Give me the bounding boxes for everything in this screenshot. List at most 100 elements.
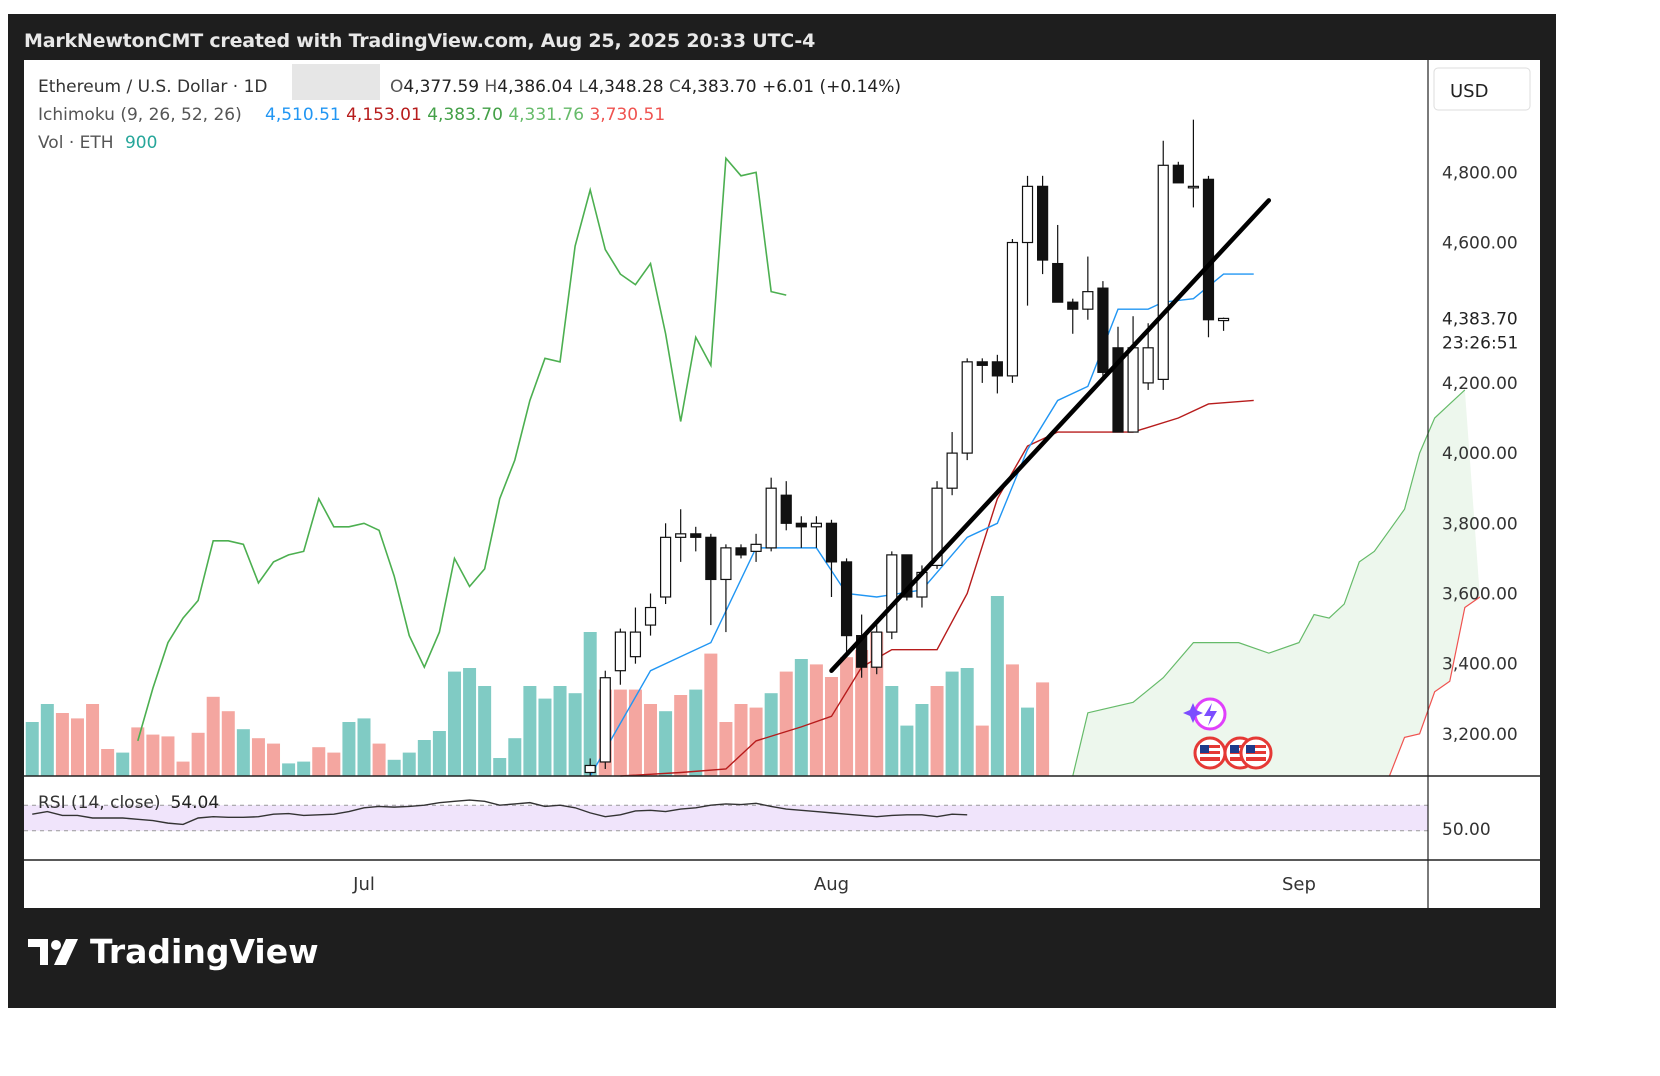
- volume-bar: [734, 704, 748, 776]
- volume-bar: [644, 704, 658, 776]
- candle-body: [1172, 164, 1184, 184]
- candles: [584, 119, 1230, 776]
- candle-body: [1202, 178, 1215, 321]
- volume-bar: [86, 704, 100, 776]
- svg-text:Vol · ETH 900: Vol · ETH 900: [38, 133, 157, 153]
- candle-body: [871, 631, 883, 668]
- candle-body: [1006, 241, 1019, 377]
- tradingview-logo-icon: [28, 938, 78, 965]
- chart-legend: Ethereum / U.S. Dollar · 1D O4,377.59 H4…: [38, 64, 901, 153]
- volume-bar: [70, 718, 84, 776]
- price-axis: 3,200.00 3,400.00 3,600.00 3,800.00 4,000.00…: [1442, 93, 1518, 745]
- currency-label: USD: [1450, 81, 1488, 102]
- volume-bar: [463, 668, 477, 776]
- candle-body: [690, 533, 702, 538]
- volume-bar: [794, 659, 808, 776]
- volume-bar: [176, 761, 190, 776]
- idea-icon[interactable]: [1183, 697, 1227, 731]
- volume-bar: [689, 689, 703, 776]
- rsi-line: [32, 799, 968, 826]
- candle-body: [750, 543, 762, 552]
- currency-button[interactable]: [1433, 67, 1531, 111]
- candle-body: [1112, 347, 1124, 433]
- volume-bar: [417, 740, 431, 776]
- price-tick-label: 3,200.00: [1442, 725, 1518, 745]
- volume-bar: [900, 725, 914, 776]
- candle-body: [1157, 164, 1169, 380]
- candle-body: [976, 361, 988, 366]
- candle-body: [765, 487, 777, 549]
- volume-bar: [55, 713, 69, 776]
- candle-body: [735, 547, 747, 556]
- ichimoku-label: Ichimoku (9, 26, 52, 26): [38, 105, 242, 125]
- us-flag-event-icon[interactable]: [1193, 736, 1227, 770]
- volume-bar: [855, 650, 869, 776]
- cloud-area: [1072, 389, 1480, 776]
- candle-body: [1142, 347, 1154, 384]
- candle-body: [705, 536, 717, 581]
- time-axis: Jul Aug Sep: [352, 874, 1316, 895]
- volume-bar: [779, 671, 793, 776]
- symbol-label: Ethereum / U.S. Dollar · 1D: [38, 77, 268, 97]
- ichimoku-values: 4,510.51 4,153.01 4,383.70 4,331.76 3,73…: [265, 105, 665, 125]
- svg-text:Ethereum / U.S. Dollar · 1D: Ethereum / U.S. Dollar · 1D: [38, 77, 268, 97]
- volume-bar: [25, 722, 39, 776]
- volume-bar: [674, 695, 688, 776]
- time-tick-label: Aug: [814, 874, 849, 895]
- volume-bar: [1021, 707, 1035, 776]
- volume-bar: [493, 758, 507, 776]
- volume-bar: [357, 718, 371, 776]
- volume-bar: [221, 711, 235, 776]
- current-price-label: 4,383.70: [1442, 309, 1518, 329]
- brand-name: TradingView: [90, 932, 319, 971]
- volume-bar: [824, 677, 838, 776]
- time-tick-label: Jul: [352, 874, 375, 895]
- volume-bar: [402, 752, 416, 776]
- price-chart[interactable]: 3,200.00 3,400.00 3,600.00 3,800.00 4,000.00…: [24, 60, 1540, 908]
- volume-bar: [870, 632, 884, 776]
- volume-bar: [478, 686, 492, 776]
- us-flag-event-icon[interactable]: [1239, 736, 1273, 770]
- candle-body: [991, 361, 1003, 377]
- candle-body: [1052, 262, 1064, 303]
- candle-body: [780, 494, 792, 524]
- volume-bar: [297, 761, 311, 776]
- volume-bar: [116, 752, 130, 776]
- candle-body: [825, 522, 838, 563]
- candle-body: [1127, 347, 1139, 433]
- volume-bar: [553, 686, 567, 776]
- volume-bar: [1036, 682, 1050, 776]
- candle-body: [1021, 185, 1034, 244]
- volume-bar: [206, 696, 220, 776]
- ichimoku-cloud: [1072, 389, 1480, 776]
- rsi-axis-label: 50.00: [1442, 820, 1491, 840]
- candle-body: [720, 547, 732, 581]
- candle-body: [1187, 185, 1200, 189]
- volume-bar: [568, 693, 582, 776]
- volume-bar: [659, 711, 673, 776]
- volume-bar: [840, 657, 854, 776]
- chart-panel: 3,200.00 3,400.00 3,600.00 3,800.00 4,000.00…: [24, 60, 1540, 908]
- candle-body: [946, 452, 958, 489]
- volume-bar: [990, 596, 1004, 776]
- volume-bar: [523, 686, 537, 776]
- senkou-span-a-line: [1072, 389, 1466, 777]
- ohlc-values: O4,377.59 H4,386.04 L4,348.28 C4,383.70 …: [390, 77, 901, 97]
- rsi-label: RSI (14, close) 54.04: [38, 793, 219, 813]
- candle-body: [810, 522, 823, 528]
- candle-body: [795, 522, 807, 528]
- volume-bar: [267, 743, 281, 776]
- countdown-label: 23:26:51: [1442, 333, 1518, 353]
- volume-bar: [930, 686, 944, 776]
- candle-body: [644, 606, 657, 626]
- candle-body: [931, 487, 943, 567]
- price-tick-label: 3,400.00: [1442, 655, 1518, 675]
- volume-bar: [101, 749, 115, 776]
- volume-bar: [251, 738, 265, 776]
- volume-bar: [613, 689, 627, 776]
- candle-body: [1036, 185, 1049, 261]
- volume-bar: [372, 743, 386, 776]
- candle-body: [961, 361, 973, 454]
- rsi-value: 54.04: [171, 793, 220, 813]
- candle-body: [1217, 317, 1230, 322]
